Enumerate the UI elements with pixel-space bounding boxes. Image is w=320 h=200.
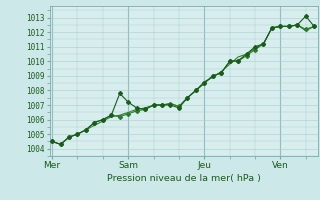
X-axis label: Pression niveau de la mer( hPa ): Pression niveau de la mer( hPa ) xyxy=(107,174,261,183)
